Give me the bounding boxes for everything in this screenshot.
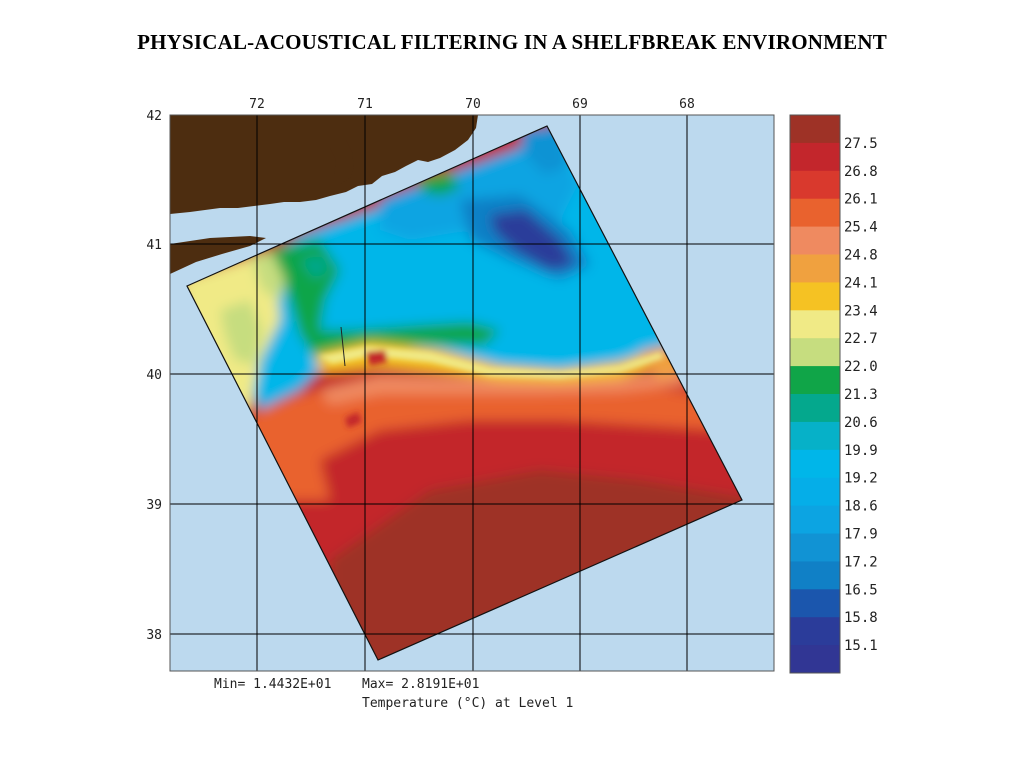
legend-swatch [790, 254, 840, 283]
legend-label: 22.0 [844, 359, 878, 375]
legend-label: 17.9 [844, 527, 878, 543]
legend-swatch [790, 394, 840, 423]
lat-tick-label: 41 [146, 238, 162, 253]
legend-label: 25.4 [844, 220, 878, 236]
page-title: PHYSICAL-ACOUSTICAL FILTERING IN A SHELF… [137, 30, 887, 54]
legend-label: 20.6 [844, 415, 878, 431]
transect-line [340, 326, 346, 367]
legend-swatch [790, 617, 840, 646]
legend-label: 16.5 [844, 582, 878, 598]
lat-tick-label: 42 [146, 109, 162, 124]
legend-swatch [790, 282, 840, 311]
legend-label: 27.5 [844, 136, 878, 152]
legend-label: 24.1 [844, 275, 878, 291]
legend-swatch [790, 142, 840, 172]
legend-swatch [790, 645, 840, 674]
lon-tick-label: 68 [679, 97, 695, 112]
legend-label: 24.8 [844, 248, 878, 264]
legend-label: 19.9 [844, 443, 878, 459]
lon-tick-label: 69 [572, 97, 588, 112]
map-frame [169, 114, 775, 672]
model-domain-outline [186, 125, 743, 661]
lat-tick-label: 38 [146, 628, 162, 643]
legend-swatch [790, 589, 840, 618]
legend-label: 17.2 [844, 554, 878, 570]
legend-swatch [790, 366, 840, 395]
legend-swatch [790, 310, 840, 339]
legend-swatch [790, 533, 840, 562]
legend-label: 21.3 [844, 387, 878, 403]
legend-swatch [790, 115, 840, 144]
legend-label: 15.8 [844, 610, 878, 626]
lon-tick-label: 71 [357, 97, 373, 112]
color-legend: 27.5 26.8 26.1 25.4 24.8 24.1 23.4 22.7 22.0 21.3… [789, 114, 878, 674]
legend-swatch [790, 449, 840, 479]
legend-swatch [790, 505, 840, 534]
legend-swatch [790, 226, 840, 255]
lon-tick-label: 72 [249, 97, 265, 112]
legend-swatch [790, 338, 840, 367]
graticule [170, 115, 774, 671]
legend-label: 15.1 [844, 638, 878, 654]
legend-label: 26.1 [844, 192, 878, 208]
legend-swatch [790, 477, 840, 506]
lon-tick-label: 70 [465, 97, 481, 112]
legend-label: 23.4 [844, 303, 878, 319]
land-mass [170, 115, 478, 274]
legend-swatch [790, 198, 840, 227]
legend-swatch [790, 561, 840, 590]
lat-tick-label: 40 [146, 368, 162, 383]
legend-border [789, 114, 841, 674]
legend-label: 22.7 [844, 331, 878, 347]
lat-tick-label: 39 [146, 498, 162, 513]
legend-label: 26.8 [844, 164, 878, 180]
legend-swatch [790, 170, 840, 200]
min-value-label: Min= 1.4432E+01 [214, 677, 331, 692]
legend-label: 19.2 [844, 471, 878, 487]
legend-label: 18.6 [844, 499, 878, 515]
max-value-label: Max= 2.8191E+01 [362, 677, 479, 692]
legend-swatch [790, 421, 840, 451]
map-caption: Temperature (°C) at Level 1 [362, 696, 573, 711]
